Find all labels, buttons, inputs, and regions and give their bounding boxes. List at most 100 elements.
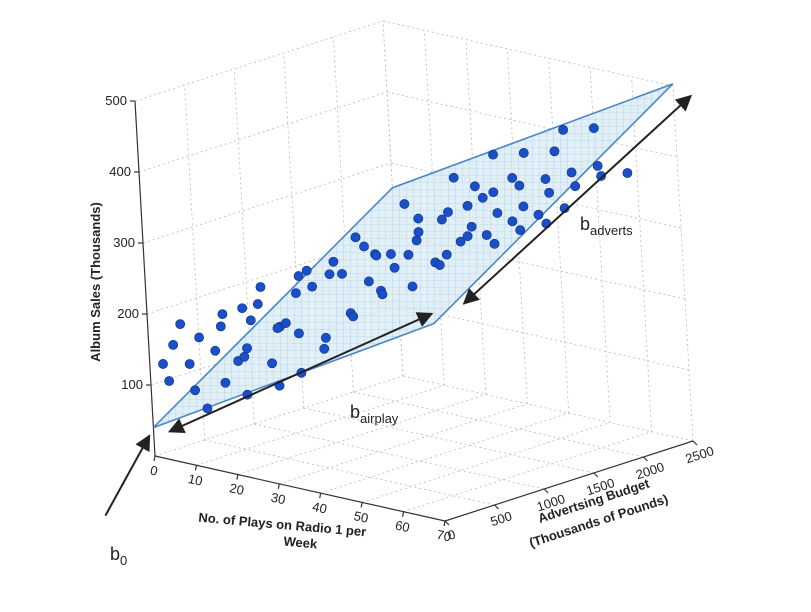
x-axis-label-line1: No. of Plays on Radio 1 per: [198, 510, 367, 540]
data-point: [363, 276, 374, 287]
data-point: [371, 250, 382, 261]
data-point: [515, 225, 526, 236]
z-tick-label: 400: [109, 164, 131, 179]
x-tick-label: 0: [149, 463, 159, 479]
data-point: [389, 262, 400, 273]
y-axis-line: [444, 440, 694, 522]
data-point: [328, 256, 339, 267]
floor-grid-line: [279, 403, 528, 485]
data-point: [215, 321, 226, 332]
data-point: [489, 238, 500, 249]
data-point: [540, 174, 551, 184]
x-tick-label: 60: [394, 517, 411, 535]
z-tick-label: 500: [105, 93, 127, 108]
floor-grid-line: [320, 412, 569, 494]
floor-grid-line: [204, 439, 495, 506]
data-point: [434, 260, 445, 270]
data-point: [592, 160, 603, 171]
data-point: [210, 345, 221, 356]
data-point: [492, 208, 503, 218]
data-point: [319, 343, 330, 354]
data-point: [407, 281, 418, 292]
data-point: [252, 299, 263, 309]
data-point: [337, 268, 347, 279]
data-point: [348, 311, 359, 322]
z-tick-label: 300: [113, 235, 135, 250]
back-wall-grid-line: [424, 30, 445, 386]
data-point: [413, 213, 424, 224]
x-tick-label: 50: [352, 508, 369, 526]
x-tick-mark: [401, 511, 405, 517]
data-point: [293, 271, 304, 281]
data-point: [359, 241, 369, 252]
back-wall-grid-line: [548, 58, 570, 414]
coefficient-arrows: [104, 94, 693, 517]
data-point: [403, 249, 414, 260]
data-point: [175, 319, 186, 330]
data-point: [477, 192, 488, 203]
data-point: [158, 359, 168, 369]
side-wall-grid-line: [233, 68, 255, 425]
floor-grid-line: [303, 407, 594, 474]
tick-labels: 1002003004005000102030405060700500100015…: [105, 93, 715, 544]
side-wall-grid-line: [382, 20, 404, 377]
data-point: [220, 377, 231, 388]
data-point: [413, 227, 424, 237]
b-airplay-arrow: [167, 312, 434, 433]
z-tick-label: 100: [121, 377, 143, 392]
z-tick-label: 200: [117, 306, 139, 321]
axes-frame: [130, 100, 698, 527]
data-point: [267, 358, 277, 369]
side-wall-grid-line: [146, 233, 396, 315]
x-tick-label: 10: [187, 471, 204, 489]
data-point: [377, 289, 388, 300]
data-point: [321, 332, 331, 343]
data-point: [184, 359, 195, 369]
y-tick-mark: [692, 440, 698, 446]
floor-grid-line: [254, 423, 545, 490]
data-point: [291, 288, 301, 299]
data-point: [558, 124, 569, 135]
data-point: [466, 221, 477, 232]
y-tick-label: 2500: [684, 443, 716, 466]
y-tick-label: 500: [489, 508, 514, 529]
data-point: [518, 148, 529, 158]
x-axis-label-line2: Week: [283, 534, 319, 552]
floor-grid-line: [402, 375, 694, 442]
data-point: [255, 282, 266, 292]
data-point: [164, 376, 175, 386]
x-tick-label: 30: [270, 490, 287, 508]
side-wall-grid-line: [184, 84, 205, 441]
data-point: [194, 332, 204, 343]
annotation-b-airplay: bairplay: [350, 402, 399, 426]
x-tick-mark: [236, 474, 239, 480]
x-tick-label: 70: [435, 527, 452, 545]
data-point: [507, 216, 518, 227]
y-tick-label: 0: [446, 526, 458, 543]
x-tick-mark: [277, 483, 280, 489]
data-point: [272, 323, 283, 333]
data-point: [566, 167, 577, 178]
annotation-b0: b0: [110, 544, 127, 568]
data-point: [481, 230, 492, 240]
y-tick-mark: [543, 488, 549, 494]
data-point: [518, 201, 529, 212]
data-point: [307, 281, 318, 292]
data-point: [462, 200, 473, 211]
data-point: [217, 309, 228, 320]
back-wall-grid-line: [631, 76, 652, 432]
data-point: [437, 214, 447, 225]
x-tick-mark: [319, 493, 322, 499]
data-point: [386, 249, 396, 259]
data-point: [588, 123, 599, 134]
back-wall-grid-line: [382, 20, 674, 87]
data-point: [622, 168, 633, 178]
data-point: [190, 385, 200, 396]
data-point: [411, 235, 422, 246]
data-point: [488, 149, 498, 160]
z-axis-line: [134, 100, 156, 457]
b0-arrow: [104, 434, 151, 517]
side-wall-grid-line: [333, 36, 354, 393]
data-point: [399, 199, 410, 209]
x-tick-mark: [194, 465, 198, 471]
